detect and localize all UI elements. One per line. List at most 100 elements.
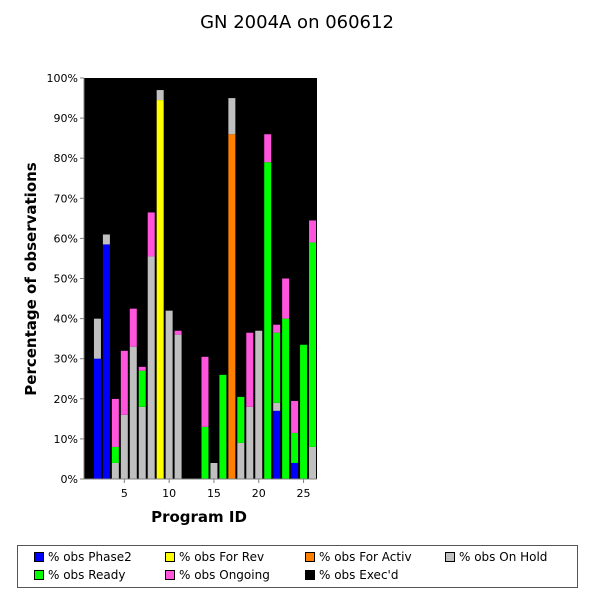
bar-segment — [246, 78, 254, 333]
bar-segment — [147, 256, 155, 479]
y-axis-label: Percentage of observations — [22, 162, 40, 396]
bar-segment — [273, 324, 281, 333]
bar-segment — [201, 356, 209, 427]
bar-segment — [255, 330, 263, 479]
y-tick-label: 100% — [47, 72, 78, 85]
bar-segment — [147, 78, 155, 213]
bar-segment — [210, 462, 218, 479]
bar-segment — [291, 78, 299, 401]
y-ticks: 0% 10% 20% 30% 40% 50% 60% 70% 80% 90% 100% — [47, 72, 84, 486]
bar-segment — [201, 426, 209, 479]
legend-swatch — [34, 570, 44, 580]
bar-segment — [120, 78, 128, 351]
bar-segment — [237, 396, 245, 443]
bar-segment — [228, 78, 236, 99]
legend-item: % obs Ready — [34, 568, 126, 582]
legend-label: % obs Phase2 — [48, 550, 132, 564]
legend-swatch — [165, 570, 175, 580]
y-tick-label: 50% — [54, 273, 78, 286]
y-tick-label: 10% — [54, 433, 78, 446]
legend-label: % obs For Activ — [319, 550, 412, 564]
x-tick-label: 10 — [162, 487, 176, 500]
bar-segment — [102, 78, 110, 235]
bar-segment — [219, 374, 227, 479]
bar-segment — [120, 350, 128, 415]
bars-layer — [84, 78, 317, 479]
legend-swatch — [305, 570, 315, 580]
legend-swatch — [445, 552, 455, 562]
bar-segment — [282, 278, 290, 319]
bar-segment — [273, 410, 281, 479]
plot-area — [84, 78, 317, 479]
legend-item: % obs On Hold — [445, 550, 547, 564]
bar-segment — [111, 462, 119, 479]
bar-segment — [111, 398, 119, 447]
bar-segment — [174, 330, 182, 335]
y-tick-label: 20% — [54, 393, 78, 406]
legend-label: % obs Ready — [48, 568, 126, 582]
x-tick-label: 15 — [207, 487, 221, 500]
bar-segment — [273, 78, 281, 325]
legend-swatch — [34, 552, 44, 562]
bar-segment — [282, 78, 290, 279]
bar-segment — [174, 78, 182, 331]
legend-item: % obs For Rev — [165, 550, 264, 564]
bar-segment — [291, 400, 299, 433]
bar-segment — [219, 78, 227, 375]
bar-segment — [165, 78, 173, 311]
bar-segment — [237, 442, 245, 479]
bar-segment — [291, 432, 299, 463]
y-tick-label: 90% — [54, 112, 78, 125]
legend-item: % obs For Activ — [305, 550, 412, 564]
bar-segment — [300, 78, 308, 345]
bar-segment — [120, 414, 128, 479]
bar-segment — [291, 462, 299, 479]
y-tick-label: 0% — [61, 473, 78, 486]
y-tick-label: 80% — [54, 152, 78, 165]
bar-segment — [192, 78, 200, 479]
bar-segment — [111, 446, 119, 463]
bar-segment — [210, 78, 218, 463]
bar-segment — [273, 332, 281, 403]
x-ticks: 5 10 15 20 25 — [121, 479, 311, 500]
bar-segment — [255, 78, 263, 331]
bar-segment — [102, 244, 110, 479]
bar-segment — [147, 212, 155, 257]
bar-segment — [273, 402, 281, 411]
legend-swatch — [305, 552, 315, 562]
bar-segment — [309, 242, 317, 447]
bar-segment — [138, 370, 146, 407]
legend-item: % obs Ongoing — [165, 568, 270, 582]
bar-segment — [264, 134, 272, 163]
bar-segment — [309, 446, 317, 479]
bar-segment — [102, 234, 110, 245]
bar-segment — [300, 344, 308, 479]
bar-segment — [129, 346, 137, 479]
legend-label: % obs On Hold — [459, 550, 548, 564]
legend-label: % obs For Rev — [179, 550, 265, 564]
y-tick-label: 60% — [54, 232, 78, 245]
legend-label: % obs Ongoing — [179, 568, 270, 582]
x-tick-label: 25 — [297, 487, 311, 500]
y-tick-label: 70% — [54, 192, 78, 205]
x-tick-label: 20 — [252, 487, 266, 500]
bar-segment — [156, 90, 164, 101]
bar-segment — [111, 78, 119, 399]
bar-segment — [228, 98, 236, 135]
bar-segment — [129, 78, 137, 309]
bar-segment — [183, 78, 191, 479]
bar-segment — [138, 78, 146, 367]
bar-segment — [156, 100, 164, 479]
bar-segment — [201, 78, 209, 357]
bar-segment — [282, 318, 290, 479]
bar-segment — [246, 332, 254, 407]
legend-swatch — [165, 552, 175, 562]
y-tick-label: 30% — [54, 353, 78, 366]
bar-segment — [237, 78, 245, 397]
bar-segment — [165, 310, 173, 479]
x-tick-label: 5 — [121, 487, 128, 500]
bar-segment — [138, 406, 146, 479]
legend-item: % obs Phase2 — [34, 550, 132, 564]
legend-label: % obs Exec'd — [319, 568, 399, 582]
bar-segment — [129, 308, 137, 347]
